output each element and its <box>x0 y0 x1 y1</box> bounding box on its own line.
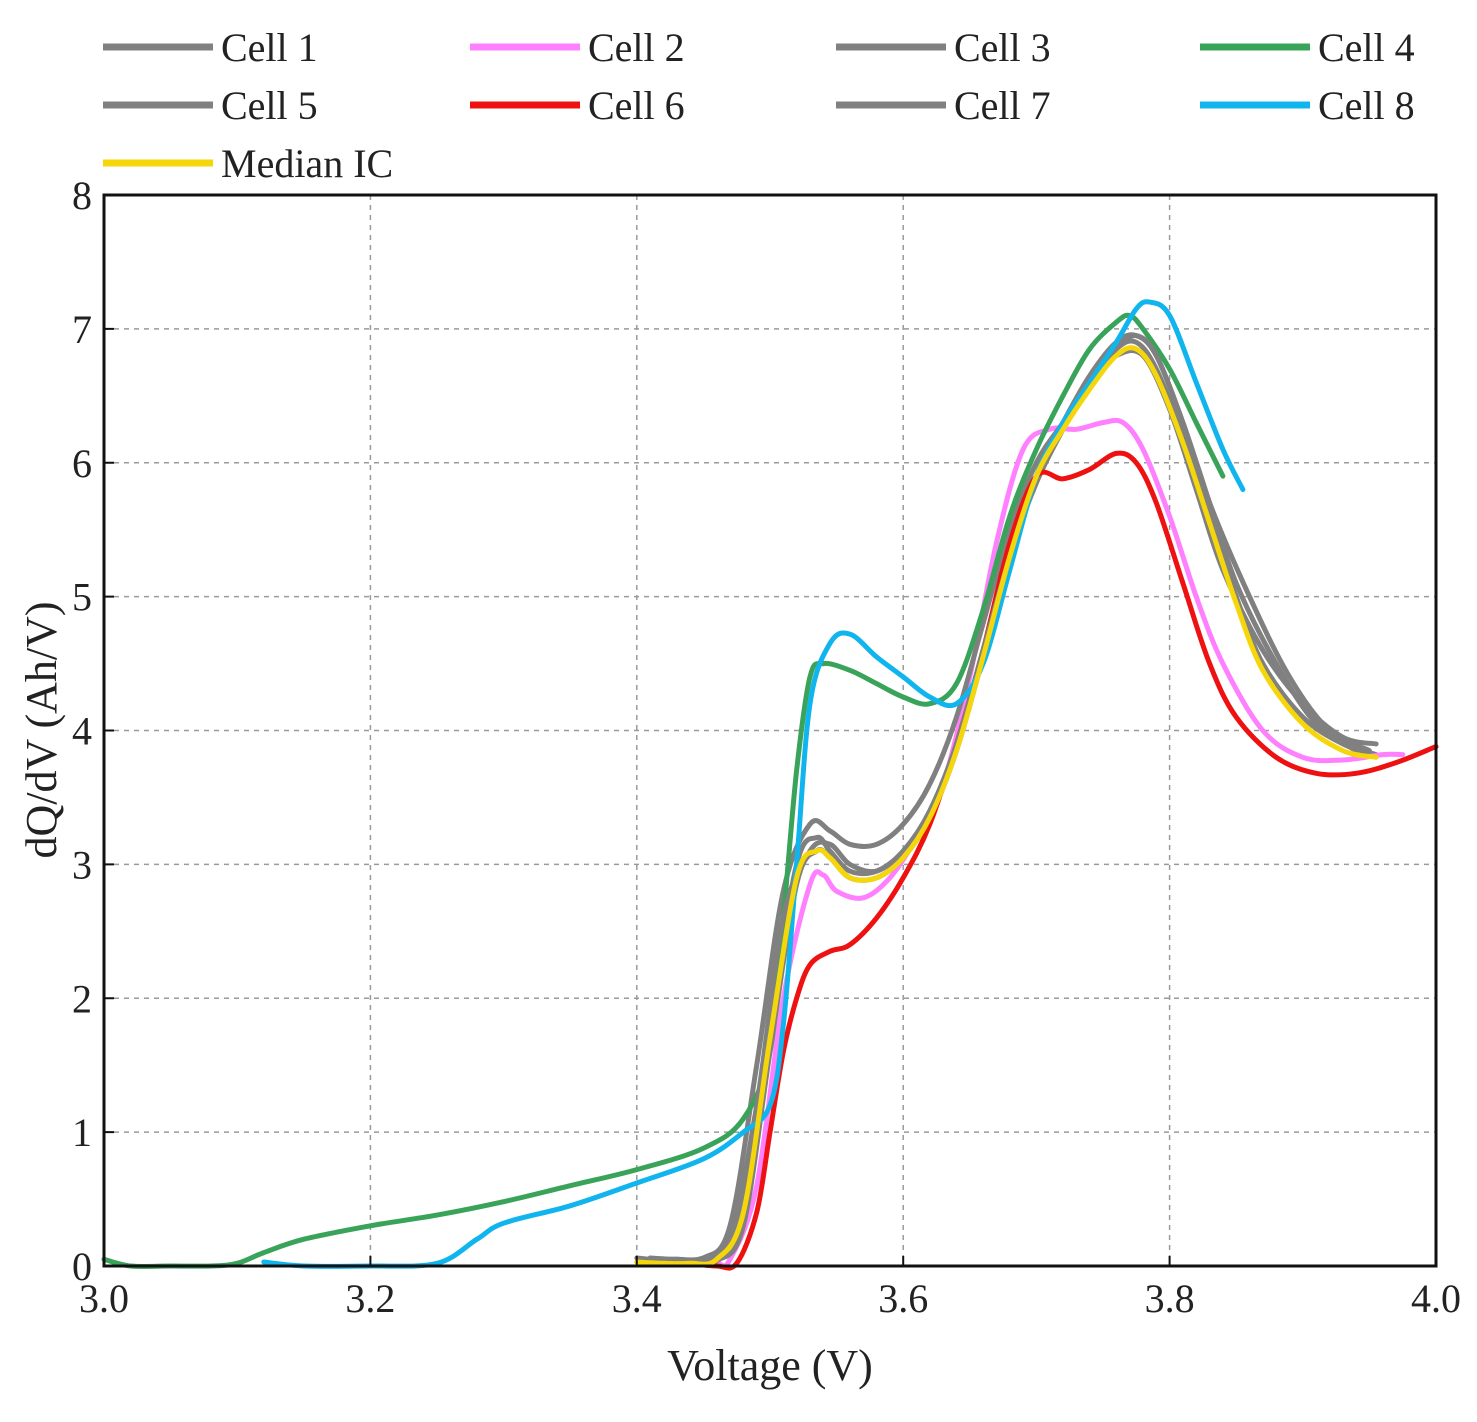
series-line-cell-8 <box>261 299 1246 1269</box>
x-tick-label: 4.0 <box>1411 1276 1461 1321</box>
series-line-median-ic <box>634 345 1379 1267</box>
legend-item-cell-4: Cell 4 <box>1200 25 1415 70</box>
x-tick-label: 3.6 <box>878 1276 928 1321</box>
legend-item-cell-1: Cell 1 <box>103 25 318 70</box>
y-tick-label: 3 <box>72 842 92 887</box>
legend-label: Cell 4 <box>1318 25 1415 70</box>
legend-item-cell-8: Cell 8 <box>1200 83 1415 128</box>
legend-label: Median IC <box>221 141 393 186</box>
legend-item-cell-7: Cell 7 <box>836 83 1051 128</box>
legend-label: Cell 5 <box>221 83 318 128</box>
legend-item-cell-6: Cell 6 <box>470 83 685 128</box>
x-axis-title: Voltage (V) <box>667 1341 873 1390</box>
y-tick-label: 0 <box>72 1244 92 1289</box>
series-line-cell-3 <box>647 348 1379 1264</box>
y-tick-label: 1 <box>72 1110 92 1155</box>
series-line-cell-6 <box>660 450 1439 1271</box>
x-axis: 3.0 3.2 3.4 3.6 3.8 4.0 <box>79 1256 1461 1321</box>
legend: Cell 1 Cell 2 Cell 3 Cell 4 Cell 5 Cell 6 Cell… <box>103 25 1415 186</box>
y-tick-label: 7 <box>72 307 92 352</box>
y-tick-label: 8 <box>72 173 92 218</box>
x-tick-label: 3.2 <box>345 1276 395 1321</box>
y-axis-title: dQ/dV (Ah/V) <box>17 601 66 858</box>
y-tick-label: 5 <box>72 575 92 620</box>
grid <box>104 195 1436 1266</box>
y-tick-label: 2 <box>72 976 92 1021</box>
y-tick-label: 4 <box>72 709 92 754</box>
series-line-cell-4 <box>101 312 1226 1269</box>
legend-label: Cell 1 <box>221 25 318 70</box>
legend-label: Cell 3 <box>954 25 1051 70</box>
x-tick-label: 3.4 <box>612 1276 662 1321</box>
legend-item-cell-5: Cell 5 <box>103 83 318 128</box>
legend-label: Cell 8 <box>1318 83 1415 128</box>
x-tick-label: 3.0 <box>79 1276 129 1321</box>
series-group <box>101 299 1439 1271</box>
legend-label: Cell 2 <box>588 25 685 70</box>
x-tick-label: 3.8 <box>1145 1276 1195 1321</box>
y-tick-label: 6 <box>72 441 92 486</box>
legend-label: Cell 6 <box>588 83 685 128</box>
y-axis: 0 1 2 3 4 5 6 7 8 <box>72 173 114 1289</box>
legend-item-median-ic: Median IC <box>103 141 393 186</box>
legend-label: Cell 7 <box>954 83 1051 128</box>
legend-item-cell-3: Cell 3 <box>836 25 1051 70</box>
legend-item-cell-2: Cell 2 <box>470 25 685 70</box>
